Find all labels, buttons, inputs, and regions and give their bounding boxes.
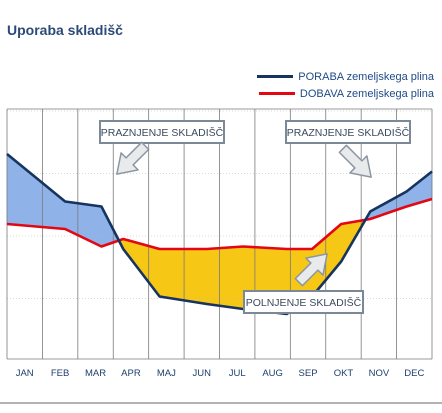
x-tick-label: DEC bbox=[404, 368, 424, 379]
callout-label: PRAZNJENJE SKLADIŠČ bbox=[287, 126, 410, 139]
callout-arrow-icon bbox=[116, 141, 150, 175]
legend-item-poraba: PORABA zemeljskega plina bbox=[257, 68, 434, 85]
x-tick-label: MAJ bbox=[157, 368, 176, 379]
legend-label-poraba: PORABA zemeljskega plina bbox=[298, 70, 434, 83]
arrow-shape bbox=[338, 144, 372, 178]
legend-swatch-poraba bbox=[257, 75, 294, 78]
page-title: Uporaba skladišč bbox=[7, 22, 123, 38]
x-tick-label: FEB bbox=[51, 368, 69, 379]
x-axis-ticks: JAN FEB MAR APR MAJ JUN JUL AUG SEP OKT NOV DEC bbox=[16, 368, 425, 379]
callout-box bbox=[99, 120, 225, 144]
callout-label: PRAZNJENJE SKLADIŠČ bbox=[101, 126, 224, 139]
callouts: PRAZNJENJE SKLADIŠČ PRAZNJENJE SKLADIŠČ PO… bbox=[99, 120, 411, 314]
x-tick-label: JUL bbox=[229, 368, 246, 379]
callout-box bbox=[285, 120, 411, 144]
callout-arrow-icon bbox=[338, 144, 372, 178]
arrow-shape bbox=[294, 253, 328, 287]
legend-item-dobava: DOBAVA zemeljskega plina bbox=[257, 85, 434, 102]
x-tick-label: JAN bbox=[16, 368, 34, 379]
x-tick-label: MAR bbox=[85, 368, 106, 379]
callout-box bbox=[243, 290, 364, 314]
callout-arrow-icon bbox=[294, 253, 328, 287]
x-tick-label: AUG bbox=[262, 368, 283, 379]
callout: PRAZNJENJE SKLADIŠČ bbox=[99, 120, 225, 175]
deficit-area bbox=[206, 246, 244, 310]
callout: PRAZNJENJE SKLADIŠČ bbox=[285, 120, 411, 178]
dobava-line bbox=[6, 197, 433, 251]
deficit-area bbox=[159, 248, 208, 305]
x-tick-label: APR bbox=[121, 368, 141, 379]
legend-swatch-dobava bbox=[258, 92, 295, 95]
x-tick-label: OKT bbox=[334, 368, 354, 379]
x-tick-label: JUN bbox=[193, 368, 212, 379]
legend-label-dobava: DOBAVA zemeljskega plina bbox=[299, 87, 434, 100]
x-tick-label: NOV bbox=[369, 368, 390, 379]
callout-label: POLNJENJE SKLADIŠČ bbox=[246, 296, 362, 309]
arrow-shape bbox=[116, 141, 150, 175]
surplus-area bbox=[6, 153, 66, 230]
x-tick-label: SEP bbox=[299, 368, 318, 379]
chart-legend: PORABA zemeljskega plina DOBAVA zemeljsk… bbox=[257, 68, 434, 102]
surplus-area bbox=[64, 201, 102, 247]
callout: POLNJENJE SKLADIŠČ bbox=[243, 253, 364, 314]
